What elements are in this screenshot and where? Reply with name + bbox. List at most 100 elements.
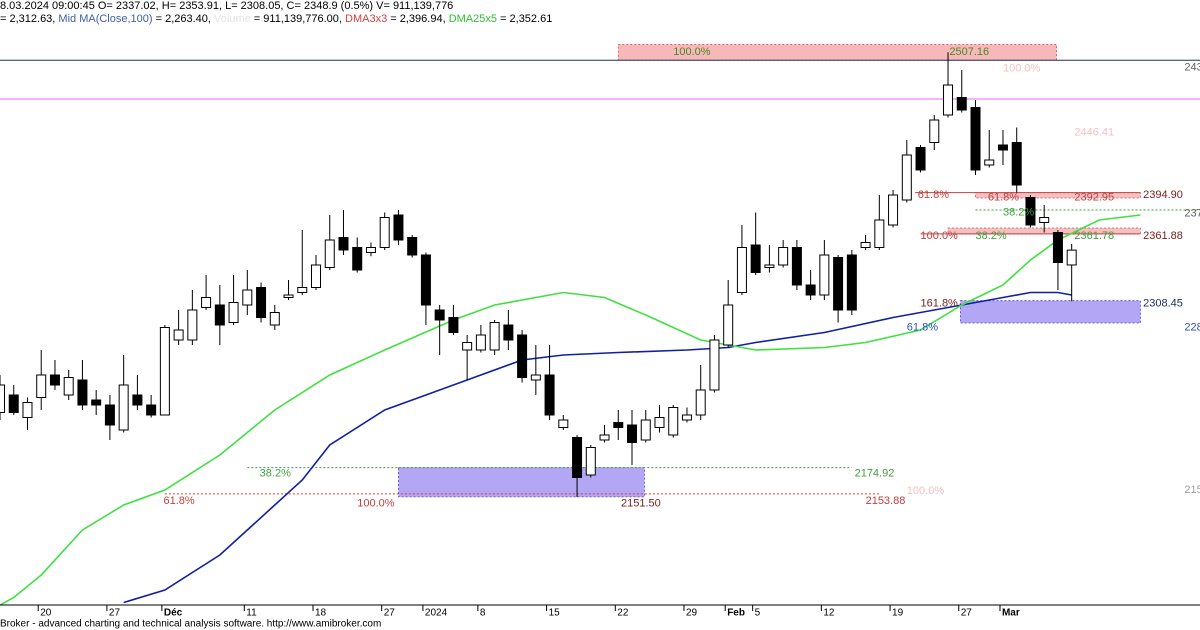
annotation: 38.2% [975, 230, 1006, 242]
candle-body [640, 419, 651, 441]
header-segment: 8.03.2024 09:00:45 O= 2337.02, H= 2353.9… [0, 0, 453, 12]
x-tick-label: 20 [40, 608, 52, 619]
candle-body [750, 244, 761, 273]
candle-body [723, 304, 734, 346]
x-tick-label: 15 [549, 608, 561, 619]
candle-body [819, 254, 830, 296]
candle-body [791, 247, 802, 286]
candle-body [118, 384, 129, 431]
annotation: 38.2% [1003, 206, 1034, 218]
annotation: 161.8% [921, 298, 959, 310]
header-segment: = 911,139,776.00, [251, 13, 345, 25]
candle-body [654, 417, 665, 428]
annotation: 2174.92 [855, 468, 895, 480]
candle-body [736, 247, 747, 293]
candle-body [956, 97, 967, 111]
annotation: 2151.50 [621, 498, 661, 510]
annotation: 243 [1184, 61, 1200, 73]
candle-body [462, 342, 473, 351]
candle-body [146, 404, 157, 416]
annotation: 2308.45 [1143, 298, 1183, 310]
candle-body [627, 424, 638, 443]
candle-body [888, 194, 899, 226]
candle-body [63, 377, 74, 396]
candle-body [187, 309, 198, 341]
candle-body [572, 437, 583, 478]
candle-body [503, 324, 514, 341]
annotation: 61.8% [907, 321, 938, 333]
annotation: 100.0% [1003, 63, 1041, 75]
candle-body [1011, 142, 1022, 186]
candle-body [0, 384, 5, 413]
candle-body [970, 107, 981, 171]
candle-body [269, 312, 280, 326]
candle-body [8, 394, 19, 413]
header-line: 8.03.2024 09:00:45 O= 2337.02, H= 2353.9… [0, 0, 453, 12]
candle-body [434, 309, 445, 321]
x-tick-label: 11 [246, 608, 257, 619]
zone [959, 300, 1141, 324]
x-tick-label: 27 [961, 608, 973, 619]
candle-body [393, 214, 404, 241]
annotation: 100.0% [673, 46, 711, 58]
candle-body [997, 144, 1008, 151]
candle-body [874, 219, 885, 248]
x-tick-label: 29 [686, 608, 698, 619]
header-line: = 2,312.63, Mid MA(Close,100) = 2,263.40… [0, 13, 552, 25]
header-segment: = 2,352.61 [497, 13, 552, 25]
candle-body [324, 239, 335, 268]
candle-body [311, 264, 322, 288]
candle-body [159, 327, 170, 416]
annotation: 237 [1184, 208, 1200, 220]
candle-body [943, 84, 954, 116]
candle-body [984, 159, 995, 166]
candle-body [36, 374, 47, 398]
candle-body [805, 284, 816, 296]
header-segment: = 2,396.94, [387, 13, 448, 25]
annotation: 100.0% [921, 230, 959, 242]
candle-body [860, 242, 871, 248]
candle-body [407, 237, 418, 256]
x-axis-ticks: 20 27 Déc 11 18 27 2024 8 15 22 29 Feb 5 12 19 27 Mar [37, 605, 1020, 619]
candle-body [1025, 197, 1036, 226]
candle-body [558, 419, 569, 428]
annotation: 2153.88 [866, 495, 906, 507]
candle-body [668, 407, 679, 436]
candle-body [448, 317, 459, 333]
candle-body [173, 329, 184, 341]
candle-body [489, 322, 500, 351]
candle-body [695, 389, 706, 416]
candle-body [365, 247, 376, 253]
candle-body [49, 374, 60, 386]
candle-body [242, 289, 253, 306]
footer: Broker - advanced charting and technical… [0, 619, 381, 630]
header-segment: DMA25x5 [449, 13, 497, 25]
x-tick-label: Feb [727, 608, 745, 619]
annotation: 215 [1184, 484, 1200, 496]
candle-body [201, 297, 212, 308]
candle-body [256, 287, 267, 318]
candle-body [778, 247, 789, 266]
annotation: 2361.78 [1074, 230, 1114, 242]
candle-body [901, 154, 912, 201]
x-tick-label: 2024 [425, 608, 448, 619]
zone [398, 467, 645, 498]
candle-body [420, 254, 431, 306]
candle-body [104, 404, 115, 426]
annotation: 2394.90 [1143, 189, 1183, 201]
candle-body [585, 447, 596, 476]
candle-body [544, 374, 555, 416]
candle-body [915, 147, 926, 171]
candle-body [214, 304, 225, 326]
annotation: 100.0% [357, 498, 395, 510]
annotation: 61.8% [988, 191, 1019, 203]
annotation: 2392.95 [1074, 191, 1114, 203]
annotation: 100.0% [907, 485, 945, 497]
candle-body [283, 294, 294, 298]
annotation: 61.8% [918, 189, 949, 201]
candle-body [833, 257, 844, 311]
candle-body [530, 374, 541, 381]
annotation: 228 [1184, 321, 1200, 333]
x-tick-label: 8 [480, 608, 486, 619]
annotation: 2507.16 [949, 46, 989, 58]
